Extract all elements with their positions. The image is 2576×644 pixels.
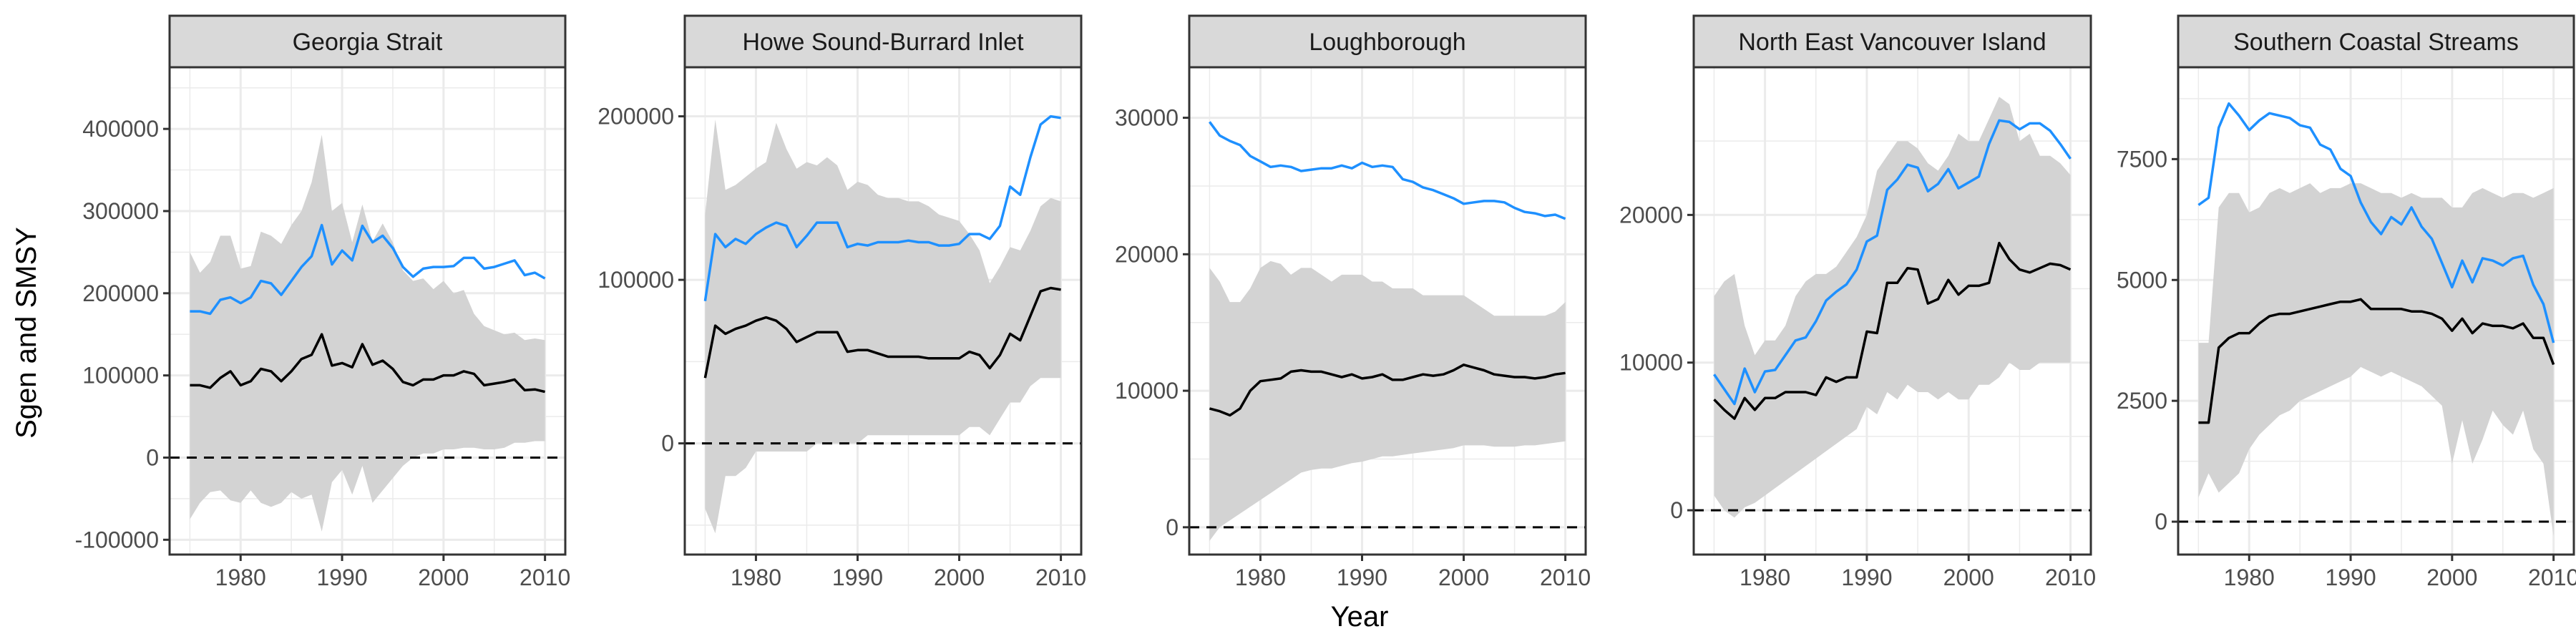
confidence-ribbon — [1209, 260, 1566, 541]
smsy-series-line — [703, 114, 1061, 302]
y-tick-label: 10000 — [1619, 350, 1683, 376]
smsy-series-line — [190, 223, 546, 316]
smsy-series-line — [2197, 102, 2555, 343]
sgen-series-line — [1713, 241, 2072, 420]
facet-panel-3: Loughborough 1980 1990 2000 2010 0 10000 20000 3… — [1115, 14, 1591, 590]
confidence-ribbon — [705, 119, 1061, 534]
facet-strip-label: Georgia Strait — [293, 29, 443, 56]
y-tick-label: 200000 — [597, 104, 674, 130]
y-tick-label: 5000 — [2117, 267, 2167, 293]
y-axis-title: Sgen and SMSY — [11, 227, 42, 439]
y-tick-label: 0 — [1166, 514, 1179, 540]
facet-strip — [683, 14, 1083, 69]
y-tick-label: 200000 — [82, 280, 159, 306]
y-tick-label: 0 — [1670, 497, 1683, 523]
y-tick-label: 0 — [146, 444, 159, 470]
y-tick-label: 7500 — [2117, 146, 2167, 172]
facet-strip — [2177, 14, 2575, 69]
y-tick-label: 20000 — [1115, 241, 1179, 267]
y-tick-label: 30000 — [1115, 105, 1179, 131]
x-tick-label: 1990 — [2325, 565, 2376, 590]
x-tick-label: 1980 — [1235, 565, 1286, 590]
x-tick-label: 2010 — [2045, 565, 2096, 590]
x-tick-label: 2010 — [519, 565, 570, 590]
facet-panel-5: Southern Coastal Streams 1980 1990 2000 2010… — [2117, 14, 2576, 590]
x-axis-title: Year — [1331, 601, 1389, 633]
y-tick-label: 20000 — [1619, 202, 1683, 228]
y-tick-label: 300000 — [82, 198, 159, 224]
x-tick-label: 2000 — [418, 565, 469, 590]
y-tick-label: 2500 — [2117, 388, 2167, 414]
x-tick-label: 1980 — [1740, 565, 1790, 590]
sgen-series-line — [190, 333, 546, 394]
y-tick-label: 10000 — [1115, 378, 1179, 404]
y-tick-label: 0 — [2155, 509, 2167, 535]
facet-panel-1: Georgia Strait 1980 1990 2000 2010 -100000 0 10… — [75, 14, 570, 590]
x-tick-label: 1990 — [832, 565, 883, 590]
facet-strip-label: Howe Sound-Burrard Inlet — [742, 29, 1024, 56]
x-tick-label: 1980 — [731, 565, 781, 590]
x-tick-label: 2010 — [1035, 565, 1086, 590]
y-tick-label: 400000 — [82, 116, 159, 142]
x-tick-label: 2000 — [934, 565, 985, 590]
sgen-series-line — [1209, 364, 1566, 417]
x-tick-label: 1980 — [215, 565, 266, 590]
x-tick-label: 2000 — [1438, 565, 1489, 590]
facet-panel-4: North East Vancouver Island 1980 1990 2000 2… — [1619, 14, 2096, 590]
confidence-ribbon — [1714, 97, 2071, 518]
x-tick-label: 1990 — [316, 565, 367, 590]
sgen-series-line — [2198, 298, 2555, 424]
x-tick-label: 2010 — [2528, 565, 2576, 590]
y-tick-label: 100000 — [597, 267, 674, 293]
facet-strip-label: North East Vancouver Island — [1738, 29, 2046, 56]
x-tick-label: 1990 — [1841, 565, 1892, 590]
confidence-ribbon — [2198, 183, 2554, 537]
smsy-series-line — [1208, 121, 1566, 220]
smsy-series-line — [1713, 119, 2072, 406]
facet-strip-label: Southern Coastal Streams — [2233, 29, 2519, 56]
y-tick-label: 0 — [661, 431, 674, 457]
sgen-series-line — [703, 286, 1061, 379]
x-tick-label: 1990 — [1337, 565, 1387, 590]
facet-panel-2: Howe Sound-Burrard Inlet 1980 1990 2000 2010… — [597, 14, 1086, 590]
x-tick-label: 2010 — [1540, 565, 1591, 590]
y-tick-label: -100000 — [75, 527, 159, 552]
x-tick-label: 2000 — [1943, 565, 1994, 590]
confidence-ribbon — [190, 135, 545, 532]
facet-strip — [1188, 14, 1587, 69]
facet-strip-label: Loughborough — [1309, 29, 1465, 56]
facet-strip — [1692, 14, 2092, 69]
x-tick-label: 1980 — [2224, 565, 2275, 590]
y-tick-label: 100000 — [82, 363, 159, 389]
x-tick-label: 2000 — [2426, 565, 2477, 590]
facet-strip — [168, 14, 567, 69]
